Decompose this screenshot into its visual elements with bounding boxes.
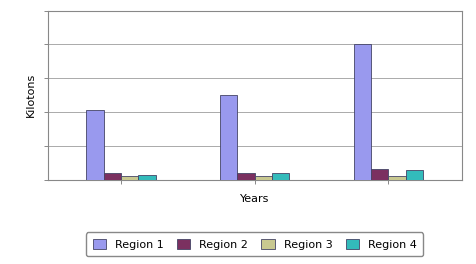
Bar bbox=[220, 95, 238, 180]
Bar bbox=[86, 110, 104, 180]
Bar bbox=[104, 173, 121, 180]
Legend: Region 1, Region 2, Region 3, Region 4: Region 1, Region 2, Region 3, Region 4 bbox=[86, 232, 423, 257]
Bar bbox=[121, 176, 139, 180]
Bar bbox=[238, 173, 255, 180]
Bar bbox=[354, 44, 371, 180]
Bar bbox=[388, 176, 406, 180]
Bar bbox=[139, 175, 156, 180]
Bar bbox=[371, 169, 388, 180]
Bar bbox=[255, 176, 272, 180]
Y-axis label: Kilotons: Kilotons bbox=[26, 73, 36, 117]
Bar bbox=[272, 173, 289, 180]
Bar bbox=[406, 170, 423, 180]
X-axis label: Years: Years bbox=[240, 194, 269, 204]
